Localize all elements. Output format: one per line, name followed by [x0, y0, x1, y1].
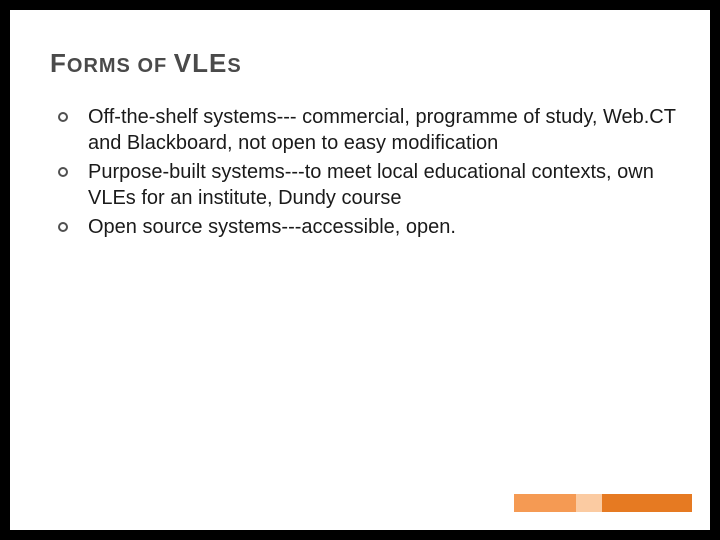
list-item: Open source systems---accessible, open.: [54, 215, 682, 241]
bullet-list: Off-the-shelf systems--- commercial, pro…: [50, 105, 682, 241]
bullet-icon: [58, 112, 68, 122]
accent-segment: [576, 494, 602, 512]
bullet-text: Open source systems---accessible, open.: [88, 216, 456, 238]
bullet-icon: [58, 222, 68, 232]
title-part: ORMS: [67, 55, 131, 77]
bullet-text: Off-the-shelf systems--- commercial, pro…: [88, 106, 676, 154]
accent-segment: [514, 494, 576, 512]
bullet-icon: [58, 167, 68, 177]
bullet-text: Purpose-built systems---to meet local ed…: [88, 161, 654, 209]
slide: FORMS OF VLES Off-the-shelf systems--- c…: [10, 10, 710, 530]
accent-bar: [514, 494, 692, 512]
title-part: S: [227, 55, 241, 77]
slide-title: FORMS OF VLES: [50, 48, 682, 79]
title-part: VLE: [174, 48, 228, 78]
title-part: OF: [131, 55, 174, 77]
list-item: Purpose-built systems---to meet local ed…: [54, 160, 682, 211]
title-part: F: [50, 48, 67, 78]
list-item: Off-the-shelf systems--- commercial, pro…: [54, 105, 682, 156]
accent-segment: [602, 494, 692, 512]
